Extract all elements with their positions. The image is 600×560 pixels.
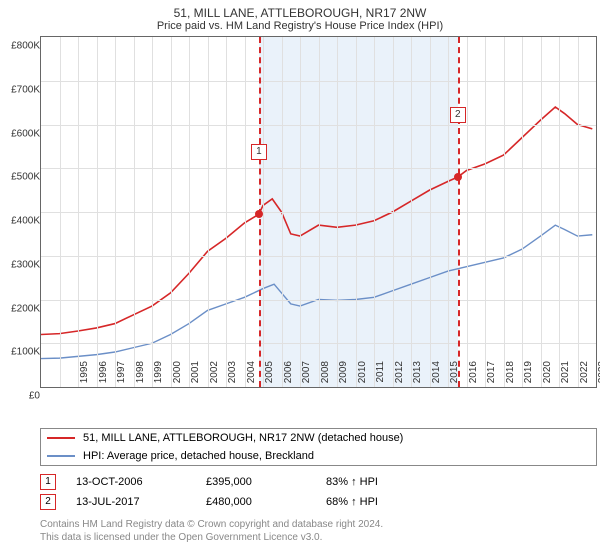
x-axis-label: 2000 (172, 361, 183, 391)
sale-row: 1 13-OCT-2006£395,00083% ↑ HPI (40, 472, 595, 492)
gridline-v (97, 37, 98, 387)
gridline-v (522, 37, 523, 387)
legend-label: 51, MILL LANE, ATTLEBOROUGH, NR17 2NW (d… (83, 432, 403, 444)
chart-plot-area: 1995 1996 1997 1998 1999 2000 2001 2002 2003 2004… (40, 36, 597, 388)
legend-swatch (47, 455, 75, 457)
y-axis-label: £300K (11, 259, 40, 270)
x-axis-label: 2018 (505, 361, 516, 391)
gridline-v (448, 37, 449, 387)
x-axis-label: 1995 (79, 361, 90, 391)
legend-box: 51, MILL LANE, ATTLEBOROUGH, NR17 2NW (d… (40, 428, 597, 466)
sale-date: 13-OCT-2006 (76, 476, 206, 488)
gridline-v (356, 37, 357, 387)
gridline-v (559, 37, 560, 387)
gridline-v (393, 37, 394, 387)
gridline-v (541, 37, 542, 387)
gridline-v (485, 37, 486, 387)
event-dot (454, 173, 462, 181)
gridline-v (282, 37, 283, 387)
sale-price: £480,000 (206, 496, 326, 508)
x-axis-label: 2009 (338, 361, 349, 391)
x-axis-label: 1999 (153, 361, 164, 391)
x-axis-label: 2017 (486, 361, 497, 391)
footer-line-1: Contains HM Land Registry data © Crown c… (40, 518, 595, 531)
y-axis-label: £0 (29, 391, 40, 402)
sale-marker-box: 2 (40, 494, 56, 510)
gridline-v (134, 37, 135, 387)
footer-line-2: This data is licensed under the Open Gov… (40, 531, 595, 544)
sale-price: £395,000 (206, 476, 326, 488)
sale-row: 2 13-JUL-2017£480,00068% ↑ HPI (40, 492, 595, 512)
x-axis-label: 2007 (301, 361, 312, 391)
x-axis-label: 2012 (394, 361, 405, 391)
footer-attribution: Contains HM Land Registry data © Crown c… (40, 518, 595, 544)
x-axis-label: 2020 (542, 361, 553, 391)
x-axis-label: 2004 (246, 361, 257, 391)
sale-hpi: 68% ↑ HPI (326, 496, 426, 508)
y-axis-label: £200K (11, 303, 40, 314)
y-axis-label: £400K (11, 216, 40, 227)
x-axis-label: 2003 (227, 361, 238, 391)
gridline-v (578, 37, 579, 387)
x-axis-label: 2006 (283, 361, 294, 391)
chart-title: 51, MILL LANE, ATTLEBOROUGH, NR17 2NW (0, 0, 600, 20)
gridline-v (263, 37, 264, 387)
x-axis-label: 2013 (412, 361, 423, 391)
series-line (41, 225, 592, 358)
gridline-v (60, 37, 61, 387)
gridline-v (152, 37, 153, 387)
sales-table: 1 13-OCT-2006£395,00083% ↑ HPI 2 13-JUL-201… (40, 472, 595, 512)
event-marker-box: 1 (251, 144, 267, 160)
gridline-v (374, 37, 375, 387)
event-marker-box: 2 (450, 107, 466, 123)
gridline-v (245, 37, 246, 387)
x-axis-label: 2021 (560, 361, 571, 391)
x-axis-label: 1998 (135, 361, 146, 391)
x-axis-label: 2010 (357, 361, 368, 391)
gridline-v (300, 37, 301, 387)
x-axis-label: 2011 (375, 361, 386, 391)
y-axis-label: £600K (11, 128, 40, 139)
gridline-v (319, 37, 320, 387)
y-axis-label: £700K (11, 84, 40, 95)
x-axis-label: 2014 (431, 361, 442, 391)
legend-row: 51, MILL LANE, ATTLEBOROUGH, NR17 2NW (d… (41, 429, 596, 447)
gridline-v (189, 37, 190, 387)
x-axis-label: 2019 (523, 361, 534, 391)
gridline-v (226, 37, 227, 387)
gridline-v (411, 37, 412, 387)
x-axis-label: 1997 (116, 361, 127, 391)
sale-marker-box: 1 (40, 474, 56, 490)
legend-row: HPI: Average price, detached house, Brec… (41, 447, 596, 465)
gridline-v (78, 37, 79, 387)
x-axis-label: 2002 (209, 361, 220, 391)
gridline-v (504, 37, 505, 387)
event-vline (458, 37, 460, 387)
x-axis-label: 2005 (264, 361, 275, 391)
gridline-v (430, 37, 431, 387)
event-dot (255, 210, 263, 218)
x-axis-label: 2001 (190, 361, 201, 391)
x-axis-label: 2008 (320, 361, 331, 391)
legend-swatch (47, 437, 75, 439)
x-axis-label: 2022 (579, 361, 590, 391)
y-axis-label: £500K (11, 172, 40, 183)
y-axis-label: £100K (11, 347, 40, 358)
x-axis-label: 2016 (468, 361, 479, 391)
legend-label: HPI: Average price, detached house, Brec… (83, 450, 314, 462)
gridline-v (467, 37, 468, 387)
gridline-v (337, 37, 338, 387)
gridline-v (115, 37, 116, 387)
y-axis-label: £800K (11, 41, 40, 52)
gridline-v (208, 37, 209, 387)
gridline-v (171, 37, 172, 387)
chart-subtitle: Price paid vs. HM Land Registry's House … (0, 20, 600, 36)
chart-container: 51, MILL LANE, ATTLEBOROUGH, NR17 2NW Pr… (0, 0, 600, 560)
sale-date: 13-JUL-2017 (76, 496, 206, 508)
x-axis-label: 1996 (98, 361, 109, 391)
sale-hpi: 83% ↑ HPI (326, 476, 426, 488)
